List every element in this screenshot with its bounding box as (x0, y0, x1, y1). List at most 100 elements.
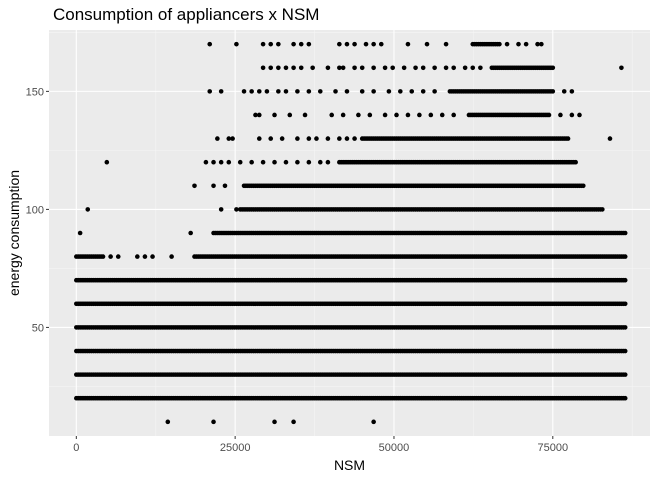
data-point (607, 136, 613, 141)
data-point (317, 159, 323, 165)
data-point (108, 254, 113, 259)
data-point (401, 65, 407, 71)
data-point (306, 89, 312, 94)
data-point (428, 112, 434, 118)
data-point (249, 89, 254, 94)
data-point (85, 207, 91, 212)
y-axis-title: energy consumption (6, 170, 22, 296)
data-point (283, 65, 289, 71)
data-point (230, 136, 235, 141)
data-point (100, 254, 106, 259)
data-point (150, 254, 155, 259)
data-point (260, 41, 266, 47)
data-point (420, 89, 426, 94)
data-point (409, 89, 415, 94)
data-point (470, 65, 476, 71)
data-point (317, 89, 323, 94)
data-point (539, 41, 544, 47)
data-point (207, 41, 213, 47)
data-point (256, 112, 262, 118)
data-point (394, 112, 399, 118)
data-point (249, 159, 254, 165)
data-point (135, 254, 140, 259)
data-point (207, 89, 213, 94)
data-point (504, 41, 510, 47)
data-point (432, 89, 437, 94)
data-point (619, 65, 624, 71)
data-point (310, 65, 315, 71)
data-point (77, 230, 83, 236)
data-point (283, 89, 289, 94)
data-point (417, 112, 422, 118)
data-point (337, 41, 342, 47)
data-point (226, 136, 232, 141)
data-point (497, 41, 502, 47)
data-point (256, 89, 262, 94)
data-point (325, 65, 331, 71)
data-point (622, 254, 628, 259)
x-tick-label: 50000 (379, 442, 410, 454)
data-point (192, 183, 197, 189)
data-point (371, 89, 376, 94)
data-point (234, 207, 239, 212)
data-point (188, 230, 193, 236)
data-point (535, 41, 540, 47)
data-point (333, 89, 338, 94)
data-point (371, 41, 376, 47)
data-point (600, 207, 605, 212)
data-point (211, 183, 216, 189)
data-point (424, 41, 430, 47)
data-point (165, 419, 171, 425)
data-point (268, 41, 274, 47)
data-point (211, 159, 216, 165)
data-point (378, 41, 384, 47)
data-point (211, 419, 216, 425)
data-point (340, 65, 346, 71)
data-point (142, 254, 148, 259)
data-point (276, 41, 281, 47)
data-point (218, 207, 224, 212)
data-point (226, 159, 232, 165)
data-point (340, 112, 346, 118)
data-point (398, 89, 403, 94)
data-point (222, 183, 228, 189)
data-point (356, 112, 361, 118)
data-point (363, 41, 369, 47)
y-tick-label: 50 (32, 322, 44, 334)
data-point (451, 112, 456, 118)
data-point (291, 65, 296, 71)
data-point (546, 112, 552, 118)
data-point (260, 65, 266, 71)
data-point (622, 301, 628, 307)
data-point (390, 65, 396, 71)
chart-title: Consumption of appliancers x NSM (53, 5, 320, 24)
data-point (622, 372, 628, 377)
data-point (237, 159, 243, 165)
x-tick-label: 25000 (220, 442, 251, 454)
data-point (569, 112, 575, 118)
data-point (272, 159, 277, 165)
data-point (622, 230, 628, 236)
data-point (432, 65, 437, 71)
data-point (371, 65, 376, 71)
data-point (443, 41, 449, 47)
data-point (268, 136, 274, 141)
data-point (573, 159, 578, 165)
data-point (287, 112, 293, 118)
data-point (550, 89, 556, 94)
data-point (516, 41, 521, 47)
data-point (272, 419, 277, 425)
data-point (306, 159, 312, 165)
data-point (276, 89, 281, 94)
axis-ticks: 0 25000 50000 75000 50 100 150 (26, 86, 568, 454)
data-point (352, 41, 357, 47)
data-point (622, 348, 628, 354)
data-point (272, 112, 277, 118)
y-tick-label: 100 (26, 204, 44, 216)
data-point (325, 159, 331, 165)
data-point (344, 89, 350, 94)
data-point (329, 112, 335, 118)
data-point (443, 65, 449, 71)
data-points (74, 41, 628, 425)
data-point (337, 65, 342, 71)
